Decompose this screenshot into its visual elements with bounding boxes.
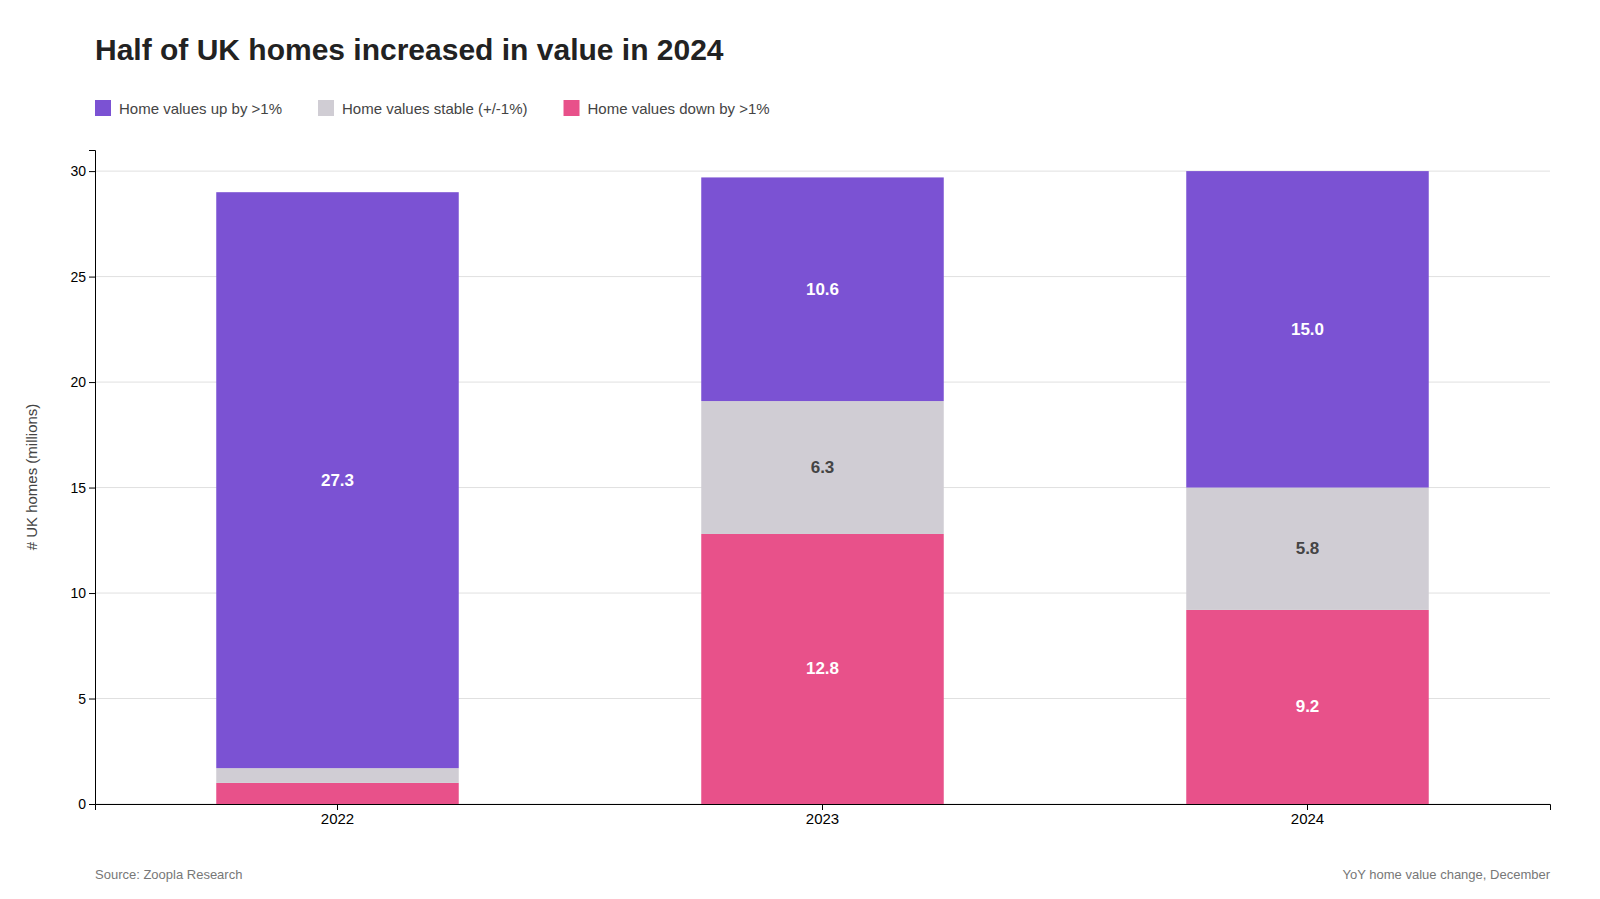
- y-tick-label: 20: [70, 374, 86, 390]
- legend-label: Home values up by >1%: [119, 100, 282, 117]
- plot-area: 0 5 10 15 20 25 30 2022 2023 2024 12.8 9.2 6.3 5.8 27.…: [70, 151, 1550, 827]
- legend-label: Home values down by >1%: [588, 100, 770, 117]
- legend-swatch: [564, 100, 580, 116]
- y-tick-label: 25: [70, 269, 86, 285]
- y-tick-mark: [89, 488, 95, 489]
- title: Half of UK homes increased in value in 2…: [95, 33, 724, 66]
- bar-segment: [1186, 171, 1429, 487]
- y-tick-label: 10: [70, 585, 86, 601]
- legend-label: Home values stable (+/-1%): [342, 100, 528, 117]
- y-tick-mark: [89, 699, 95, 700]
- legend-item: Home values down by >1%: [564, 100, 770, 117]
- y-axis-line: [89, 151, 96, 805]
- y-tick: 0: [78, 796, 95, 812]
- y-tick: 5: [78, 690, 95, 706]
- y-tick-mark: [89, 593, 95, 594]
- y-tick: 20: [70, 374, 95, 390]
- y-tick: 25: [70, 269, 95, 285]
- data-label: 15.0: [1291, 320, 1324, 339]
- y-tick: 10: [70, 585, 95, 601]
- y-tick: 15: [70, 480, 95, 496]
- y-tick-label: 5: [78, 690, 86, 706]
- y-tick-label: 15: [70, 480, 86, 496]
- y-axis-title: # UK homes (millions): [23, 404, 40, 551]
- legend: Home values up by >1% Home values stable …: [95, 100, 770, 117]
- x-tick-label: 2024: [1291, 810, 1324, 827]
- x-tick-label: 2022: [321, 810, 354, 827]
- data-label: 5.8: [1296, 539, 1320, 558]
- y-tick-label: 30: [70, 163, 86, 179]
- data-label: 10.6: [806, 280, 839, 299]
- x-tick-label: 2023: [806, 810, 839, 827]
- data-label: 27.3: [321, 471, 354, 490]
- x-tick: 2024: [1291, 804, 1324, 827]
- y-tick: 30: [70, 163, 95, 179]
- data-labels: 12.8 9.2 6.3 5.8 27.3 10.6 15.0: [321, 280, 1324, 717]
- chart-svg: 0 5 10 15 20 25 30 2022 2023 2024 12.8 9.2 6.3 5.8 27.…: [0, 0, 1600, 899]
- legend-swatch: [318, 100, 334, 116]
- annotation: Source: Zoopla Research: [95, 867, 242, 882]
- bar-segment: [701, 534, 944, 804]
- bar-segment: [701, 177, 944, 401]
- data-label: 9.2: [1296, 697, 1320, 716]
- y-tick-label: 0: [78, 796, 86, 812]
- annotation: YoY home value change, December: [1343, 867, 1551, 882]
- data-label: 12.8: [806, 659, 839, 678]
- x-tick: 2023: [806, 804, 839, 827]
- bar-segment: [1186, 610, 1429, 804]
- y-tick-mark: [89, 277, 95, 278]
- y-tick-mark: [89, 171, 95, 172]
- data-label: 6.3: [811, 458, 835, 477]
- legend-swatch: [95, 100, 111, 116]
- y-tick-mark: [89, 804, 95, 805]
- legend-item: Home values up by >1%: [95, 100, 282, 117]
- bar-segment: [701, 401, 944, 534]
- bars: [216, 171, 1429, 804]
- y-tick-mark: [89, 382, 95, 383]
- x-axis: 2022 2023 2024: [96, 804, 1551, 827]
- bar-segment: [1186, 488, 1429, 610]
- grid: [95, 171, 1550, 804]
- bar-segment: [216, 768, 459, 783]
- bar-segment: [216, 192, 459, 768]
- y-axis: 0 5 10 15 20 25 30: [70, 151, 95, 812]
- legend-item: Home values stable (+/-1%): [318, 100, 528, 117]
- bar-segment: [216, 783, 459, 804]
- x-tick: 2022: [321, 804, 354, 827]
